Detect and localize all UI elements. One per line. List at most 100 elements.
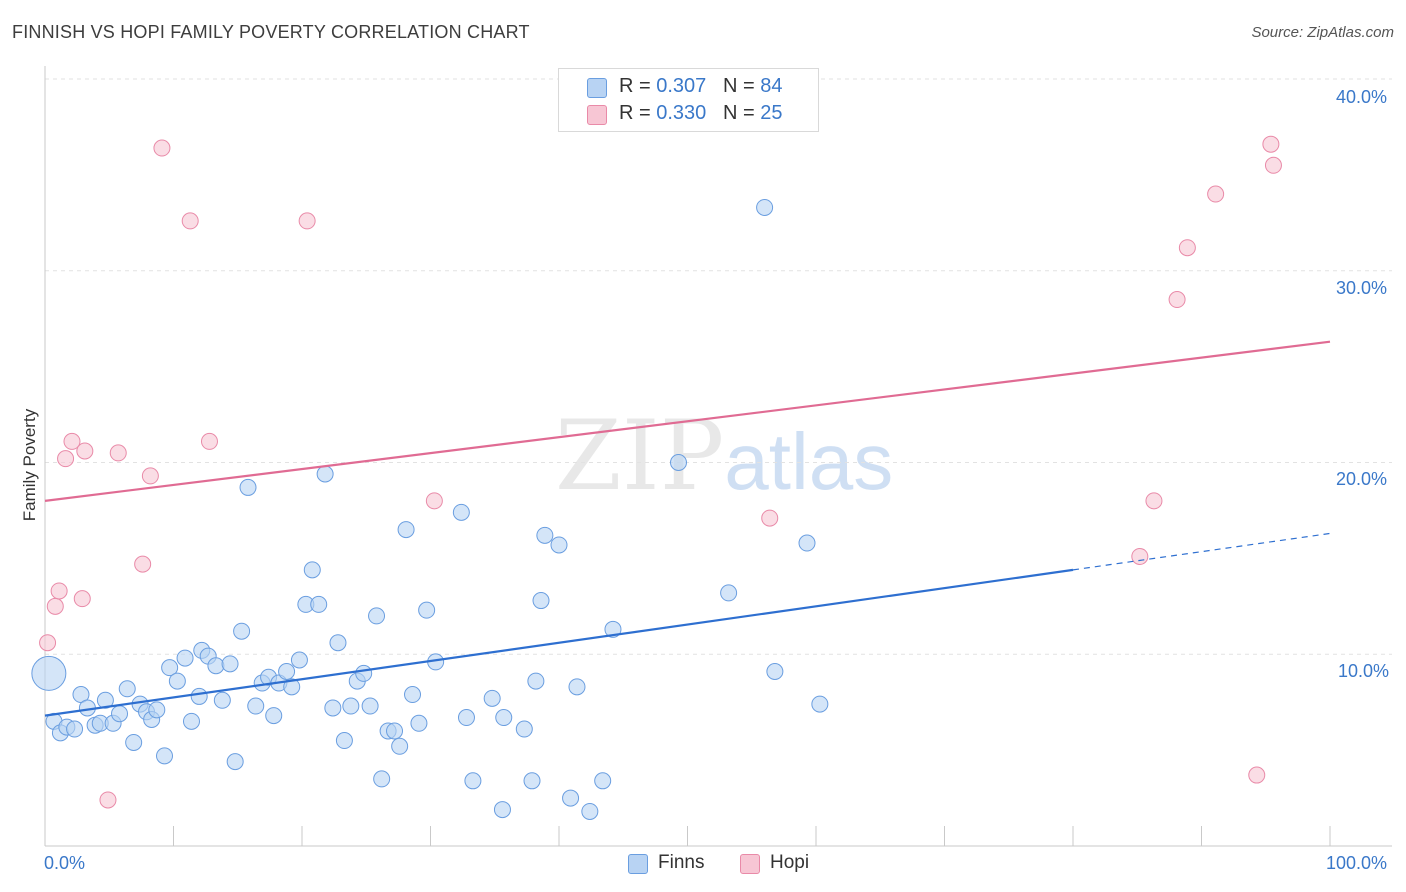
finns-r-label: R = [619, 75, 657, 97]
finns-point-9 [96, 691, 114, 709]
finns-legend-swatch [628, 854, 648, 874]
hopi-point-2 [50, 582, 68, 600]
finns-point-79 [720, 584, 738, 602]
finns-point-29 [226, 753, 244, 771]
hopi-point-9 [134, 555, 152, 573]
finns-point-83 [811, 695, 829, 713]
hopi-n-value: 25 [760, 102, 783, 124]
y-tick-label-30: 30.0% [1336, 278, 1388, 298]
finns-point-23 [190, 687, 208, 705]
finns-point-32 [247, 697, 265, 715]
finns-point-66 [495, 709, 513, 727]
watermark-logo: ZIPatlas [555, 400, 893, 512]
hopi-point-24 [1264, 156, 1282, 174]
finns-point-27 [213, 691, 231, 709]
finns-point-19 [161, 659, 179, 677]
finns-point-64 [483, 689, 501, 707]
finns-trend-line [44, 568, 1074, 717]
hopi-point-19 [1168, 291, 1186, 309]
hopi-point-10 [141, 467, 159, 485]
finns-n-value: 84 [760, 75, 783, 97]
finns-point-82 [798, 534, 816, 552]
finns-point-76 [594, 772, 612, 790]
finns-point-37 [278, 663, 296, 681]
finns-point-20 [168, 672, 186, 690]
hopi-point-20 [1178, 239, 1196, 257]
stats-legend: R = 0.307 N = 84 R = 0.330 N = 25 [558, 68, 819, 132]
chart-title: FINNISH VS HOPI FAMILY POVERTY CORRELATI… [12, 22, 530, 42]
finns-point-44 [324, 699, 342, 717]
finns-point-69 [527, 672, 545, 690]
finns-point-73 [562, 789, 580, 807]
hopi-trend-line [44, 340, 1331, 502]
source-label: Source: ZipAtlas.com [1251, 24, 1394, 41]
hopi-r-label: R = [619, 102, 657, 124]
finns-point-65 [493, 801, 511, 819]
y-tick-label-10: 10.0% [1338, 661, 1390, 681]
finns-point-12 [118, 680, 136, 698]
finns-point-54 [386, 722, 404, 740]
hopi-point-4 [63, 432, 81, 450]
hopi-point-15 [425, 492, 443, 510]
hopi-point-12 [181, 212, 199, 230]
hopi-r-value: 0.330 [656, 102, 707, 124]
watermark-zip: ZIP [555, 400, 725, 512]
finns-point-56 [397, 521, 415, 539]
finns-point-28 [221, 655, 239, 673]
finns-point-41 [303, 561, 321, 579]
hopi-swatch [587, 105, 607, 125]
x-axis-max-label: 100.0% [1326, 853, 1388, 873]
finns-point-63 [464, 772, 482, 790]
finns-point-4 [66, 720, 84, 738]
finns-point-26 [207, 657, 225, 675]
hopi-point-13 [200, 432, 218, 450]
finns-point-47 [342, 697, 360, 715]
finns-point-31 [239, 478, 257, 496]
finns-point-39 [290, 651, 308, 669]
finns-point-43 [316, 465, 334, 483]
finns-point-18 [156, 747, 174, 765]
finns-point-0 [31, 655, 67, 691]
finns-point-74 [568, 678, 586, 696]
hopi-point-3 [57, 450, 75, 468]
finns-point-45 [329, 634, 347, 652]
finns-legend-label: Finns [658, 852, 705, 873]
finns-point-51 [368, 607, 386, 625]
finns-r-value: 0.307 [656, 75, 707, 97]
finns-point-78 [670, 454, 688, 471]
hopi-point-0 [39, 634, 57, 652]
finns-point-61 [452, 503, 470, 521]
finns-point-49 [355, 664, 373, 682]
finns-point-70 [532, 592, 550, 610]
hopi-point-23 [1262, 135, 1280, 153]
finns-point-72 [550, 536, 568, 554]
watermark-atlas: atlas [724, 417, 894, 506]
finns-point-46 [335, 732, 353, 750]
hopi-point-8 [109, 444, 127, 462]
finns-point-57 [404, 686, 422, 704]
hopi-point-14 [298, 212, 316, 230]
finns-point-52 [373, 770, 391, 788]
finns-n-label: N = [722, 75, 761, 97]
hopi-point-21 [1207, 185, 1225, 203]
hopi-legend-label: Hopi [770, 852, 810, 873]
hopi-n-label: N = [722, 102, 761, 124]
finns-point-11 [111, 705, 129, 723]
finns-point-55 [391, 737, 409, 755]
hopi-point-6 [76, 442, 94, 460]
finns-point-75 [581, 802, 599, 820]
hopi-point-1 [46, 597, 64, 615]
finns-point-17 [148, 701, 166, 719]
x-axis-min-label: 0.0% [44, 853, 86, 873]
hopi-point-5 [73, 590, 91, 608]
finns-point-22 [182, 712, 200, 730]
finns-point-77 [604, 620, 622, 638]
finns-point-67 [515, 720, 533, 738]
finns-point-38 [283, 678, 301, 696]
y-axis-label: Family Poverty [20, 408, 39, 522]
finns-point-58 [410, 714, 428, 732]
finns-point-42 [310, 595, 328, 613]
hopi-point-22 [1248, 766, 1266, 784]
finns-point-81 [766, 663, 784, 681]
